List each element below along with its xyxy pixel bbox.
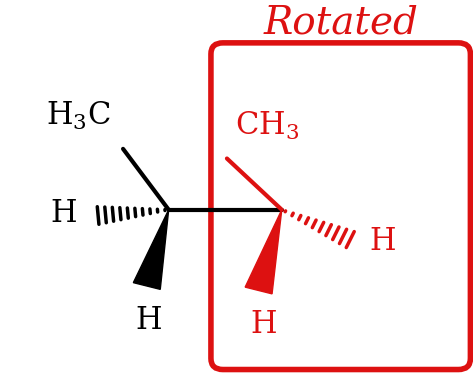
Text: H: H	[136, 304, 162, 336]
Polygon shape	[133, 210, 169, 289]
Text: H: H	[50, 199, 76, 229]
Text: $\mathregular{H_3C}$: $\mathregular{H_3C}$	[46, 100, 111, 132]
Text: Rotated: Rotated	[263, 4, 418, 41]
Text: $\mathregular{CH_3}$: $\mathregular{CH_3}$	[235, 110, 299, 142]
Text: H: H	[250, 309, 277, 340]
Text: H: H	[370, 226, 396, 257]
Polygon shape	[245, 210, 282, 294]
